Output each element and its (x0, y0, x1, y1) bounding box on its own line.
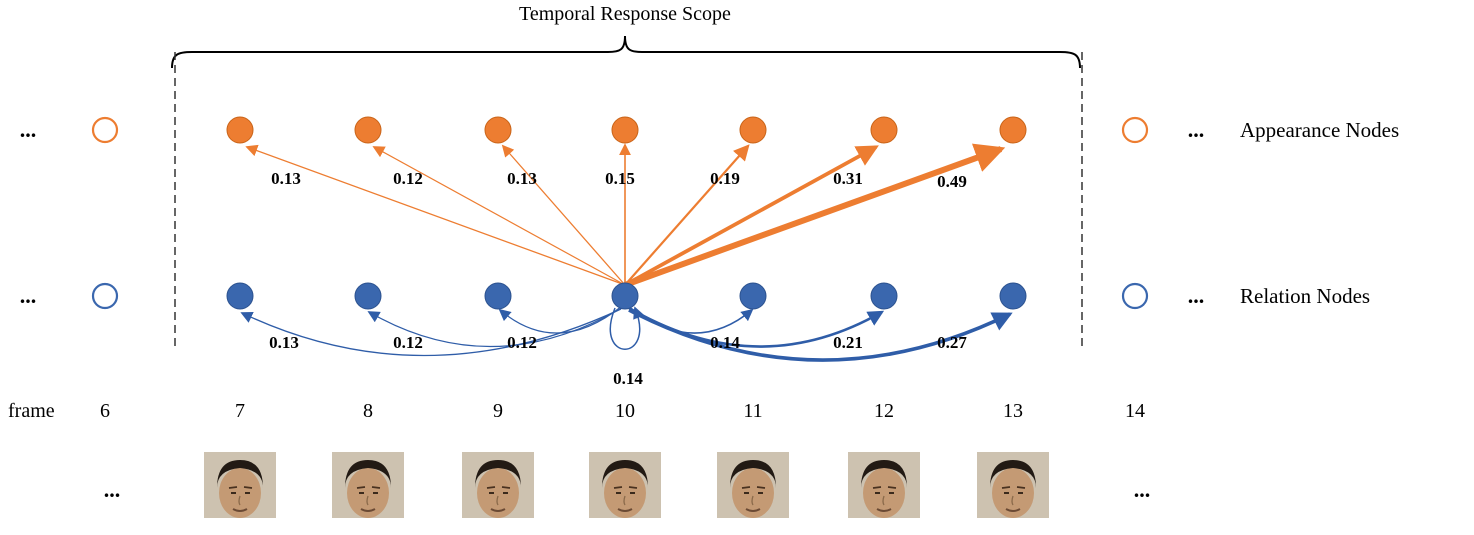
relation-edge-frame-8 (367, 307, 623, 348)
face-image-frame-8 (331, 451, 405, 519)
relation-node-frame-7 (226, 282, 254, 310)
face-image-frame-13 (976, 451, 1050, 519)
frame-number-13: 13 (1003, 400, 1023, 422)
ellipsis-faces-left: ... (104, 477, 121, 502)
ellipsis-relation-left: ... (20, 283, 37, 308)
frame-number-14: 14 (1125, 400, 1145, 422)
appearance-edge-frame-7 (245, 144, 626, 286)
appearance-node-frame-6-hollow (91, 116, 119, 144)
face-image-frame-9 (461, 451, 535, 519)
appearance-weight-frame-9: 0.13 (507, 169, 537, 188)
appearance-edge-frame-13 (623, 143, 1006, 288)
appearance-edges (245, 143, 1006, 288)
relation-node-frame-11 (739, 282, 767, 310)
relation-node-frame-6-hollow (91, 282, 119, 310)
appearance-node-frame-13 (999, 116, 1027, 144)
frame-number-7: 7 (235, 400, 245, 422)
appearance-weight-frame-11: 0.19 (710, 169, 740, 188)
relation-node-frame-9 (484, 282, 512, 310)
frame-number-11: 11 (743, 400, 762, 422)
relation-edge-frame-13 (628, 308, 1013, 362)
appearance-node-frame-7 (226, 116, 254, 144)
appearance-node-frame-10 (611, 116, 639, 144)
frame-number-10: 10 (615, 400, 635, 422)
relation-node-frame-8 (354, 282, 382, 310)
appearance-node-frame-9 (484, 116, 512, 144)
appearance-weight-frame-8: 0.12 (393, 169, 423, 188)
appearance-edge-frame-9 (501, 144, 626, 286)
appearance-node-frame-11 (739, 116, 767, 144)
relation-node-frame-12 (870, 282, 898, 310)
relation-nodes-label: Relation Nodes (1240, 284, 1370, 308)
appearance-weight-frame-10: 0.15 (605, 169, 635, 188)
appearance-weight-frame-12: 0.31 (833, 169, 863, 188)
relation-edge-frame-7 (240, 308, 622, 357)
relation-node-frame-10 (611, 282, 639, 310)
face-image-frame-7 (203, 451, 277, 519)
appearance-node-frame-12 (870, 116, 898, 144)
appearance-weight-frame-7: 0.13 (271, 169, 301, 188)
ellipsis-appearance-right: ... (1188, 117, 1205, 142)
appearance-node-frame-14-hollow (1121, 116, 1149, 144)
face-image-frame-12 (847, 451, 921, 519)
relation-edges (240, 305, 1013, 362)
appearance-nodes-label: Appearance Nodes (1240, 118, 1399, 142)
appearance-edge-frame-8 (372, 146, 626, 286)
relation-weight-frame-7: 0.13 (269, 333, 299, 352)
relation-weight-frame-13: 0.27 (937, 333, 967, 352)
frame-number-8: 8 (363, 400, 373, 422)
ellipsis-appearance-left: ... (20, 117, 37, 142)
frame-number-12: 12 (874, 400, 894, 422)
appearance-edge-frame-11 (624, 144, 750, 286)
relation-node-frame-13 (999, 282, 1027, 310)
relation-weight-frame-11: 0.14 (710, 333, 740, 352)
frame-number-9: 9 (493, 400, 503, 422)
frame-axis-label: frame (8, 400, 55, 422)
relation-edge-frame-9 (498, 305, 623, 334)
appearance-edge-frame-12 (624, 145, 879, 287)
ellipsis-relation-right: ... (1188, 283, 1205, 308)
face-image-frame-11 (716, 451, 790, 519)
appearance-nodes (226, 116, 1027, 144)
relation-weight-frame-9: 0.12 (507, 333, 537, 352)
diagram-title: Temporal Response Scope (519, 3, 731, 25)
scope-brace (171, 35, 1081, 69)
face-image-frame-10 (588, 451, 662, 519)
appearance-weight-frame-13: 0.49 (937, 172, 967, 191)
relation-weight-self-frame-10: 0.14 (613, 369, 643, 388)
appearance-node-frame-8 (354, 116, 382, 144)
relation-nodes (226, 282, 1027, 310)
relation-node-frame-14-hollow (1121, 282, 1149, 310)
frame-number-6: 6 (100, 400, 110, 422)
ellipsis-faces-right: ... (1134, 477, 1151, 502)
relation-weight-frame-8: 0.12 (393, 333, 423, 352)
relation-edge-self-loop-frame-10 (609, 306, 645, 350)
relation-weight-frame-12: 0.21 (833, 333, 863, 352)
